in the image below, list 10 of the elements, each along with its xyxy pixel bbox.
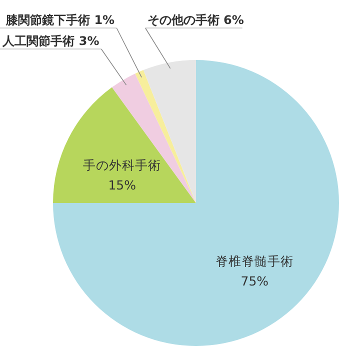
data-label: 15%: [108, 177, 136, 192]
pie-slice: [53, 60, 339, 346]
slice-label: その他の手術 6%: [147, 13, 244, 27]
slice-label: 人工関節手術 3%: [2, 34, 100, 48]
pie-slice: [53, 87, 196, 203]
slice-label: 脊椎脊髄手術: [216, 254, 294, 269]
slice-label: 手の外科手術: [83, 157, 162, 172]
pie-slice: [135, 70, 196, 203]
data-label: 75%: [240, 274, 269, 289]
slice-label: 膝関節鏡下手術 1%: [5, 13, 115, 27]
